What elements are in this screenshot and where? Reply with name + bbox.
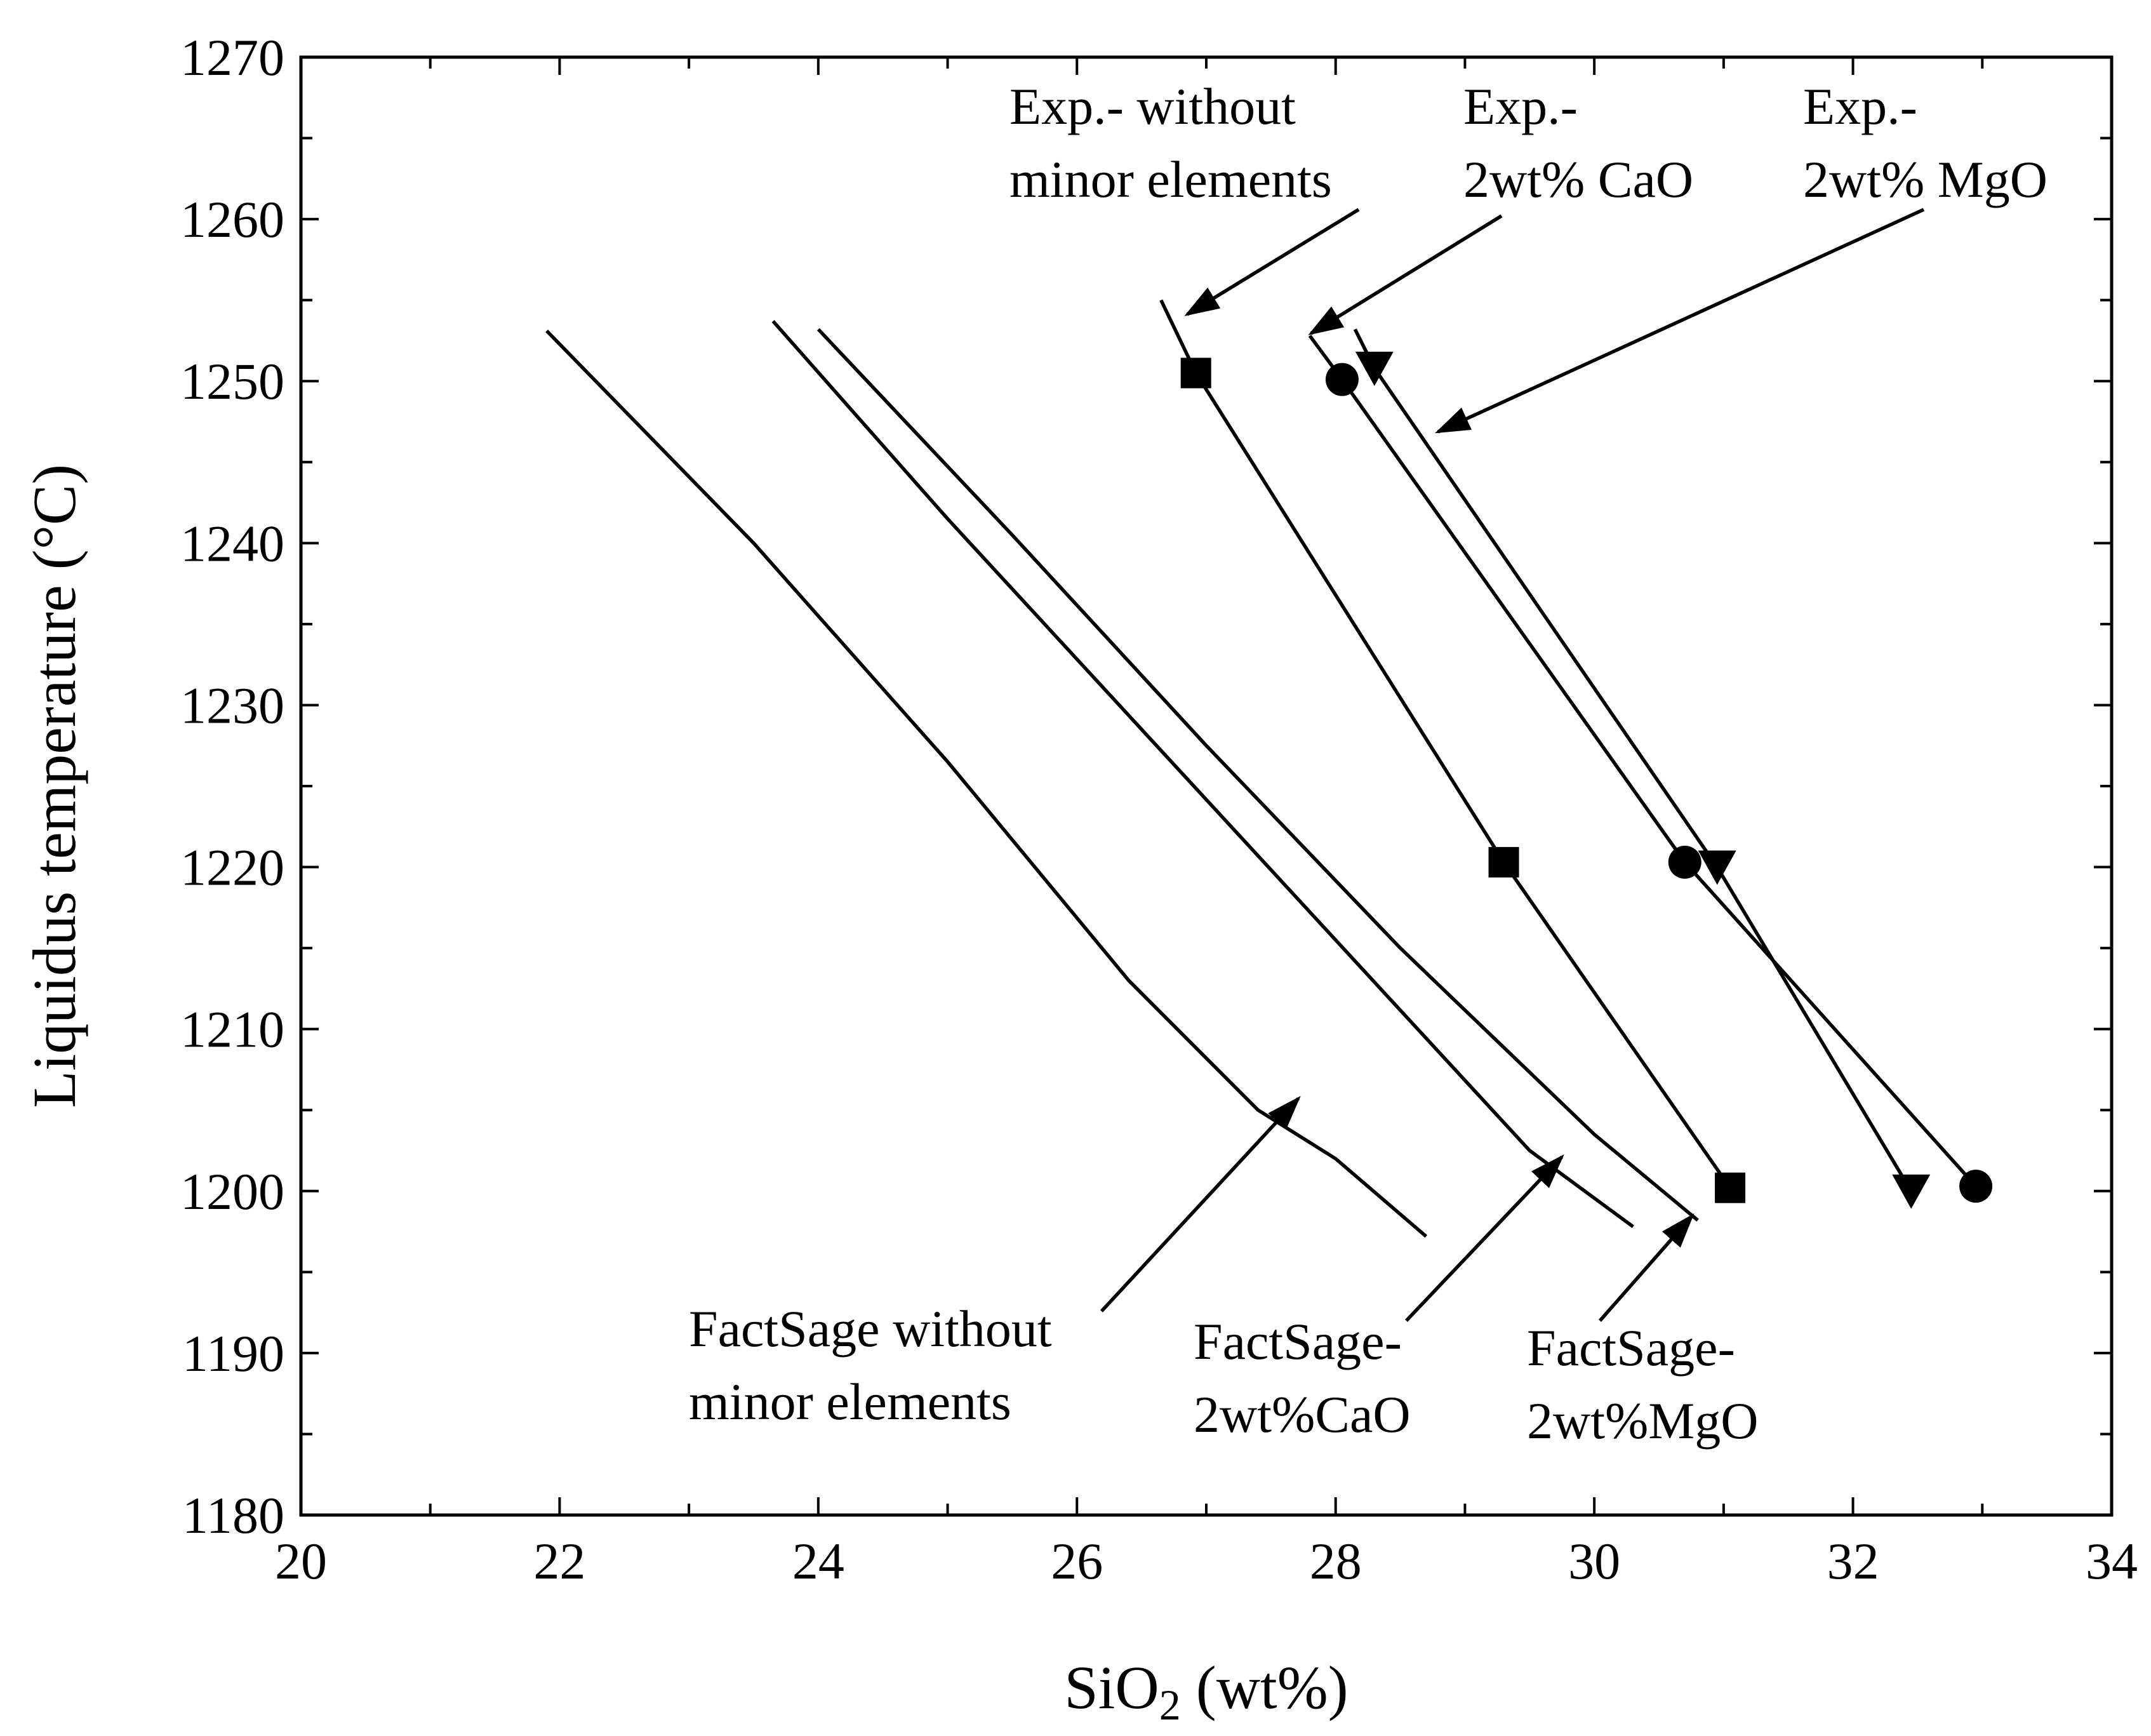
leader-arrows: [1100, 208, 1925, 1322]
series-line-2: [1353, 328, 1913, 1192]
annotation-label: FactSage-2wt%CaO: [1194, 1312, 1411, 1443]
y-tick-label: 1260: [180, 190, 284, 248]
series-layer: [545, 299, 1978, 1238]
series-line-0: [1159, 299, 1732, 1189]
leader-arrow: [1100, 1095, 1301, 1312]
square-marker: [1715, 1172, 1746, 1203]
circle-marker: [1668, 845, 1701, 879]
y-tick-label: 1240: [180, 514, 284, 572]
leader-arrow: [1405, 1154, 1564, 1322]
series-line-1: [1308, 335, 1978, 1187]
circle-marker: [1325, 363, 1359, 396]
leader-arrow: [1184, 208, 1360, 316]
y-axis-title: Liquidus temperature (°C): [20, 464, 88, 1108]
y-tick-label: 1210: [180, 1001, 284, 1058]
x-axis-title: SiO2 (wt%): [1064, 1653, 1348, 1729]
annotation-label: Exp.-2wt% CaO: [1463, 77, 1693, 208]
leader-arrow: [1598, 1213, 1695, 1322]
x-tick-label: 30: [1568, 1532, 1620, 1590]
y-tick-label: 1230: [180, 676, 284, 734]
y-tick-label: 1180: [182, 1486, 284, 1544]
annotation-label: FactSage without minor elements: [689, 1300, 1052, 1431]
triangle-marker: [1698, 850, 1736, 885]
triangle-marker: [1355, 351, 1394, 386]
annotation-label: FactSage-2wt%MgO: [1527, 1319, 1758, 1450]
series-line-3: [545, 330, 1428, 1238]
y-tick-label: 1270: [180, 29, 284, 86]
y-tick-label: 1190: [182, 1325, 284, 1382]
leader-arrow: [1434, 208, 1925, 434]
tick-marks: [300, 56, 2113, 1516]
plot-frame: [299, 55, 2114, 1517]
x-tick-label: 34: [2086, 1532, 2138, 1590]
marker-layer: [1180, 351, 1993, 1209]
tick-labels: 20 22 24 26 28 30 32 34 1180 1190 1200 1210 1220 1230…: [180, 29, 2138, 1590]
annotation-label: Exp.-2wt% MgO: [1803, 77, 2048, 208]
y-tick-label: 1250: [180, 352, 284, 410]
x-tick-label: 20: [275, 1532, 327, 1590]
series-line-5: [816, 328, 1699, 1222]
annotation-label: Exp.- without minor elements: [1009, 77, 1332, 208]
x-tick-label: 24: [792, 1532, 844, 1590]
y-tick-label: 1220: [180, 839, 284, 897]
square-marker: [1180, 357, 1211, 389]
x-tick-label: 22: [533, 1532, 585, 1590]
annotations: Exp.- without minor elements Exp.-2wt% CaO…: [689, 77, 2048, 1450]
circle-marker: [1959, 1170, 1993, 1203]
square-marker: [1488, 846, 1519, 878]
leader-arrow: [1308, 214, 1503, 335]
x-tick-label: 28: [1310, 1532, 1362, 1590]
x-tick-label: 32: [1827, 1532, 1879, 1590]
triangle-marker: [1892, 1174, 1931, 1209]
y-tick-label: 1200: [180, 1163, 284, 1220]
x-tick-label: 26: [1051, 1532, 1103, 1590]
series-line-4: [771, 319, 1634, 1229]
